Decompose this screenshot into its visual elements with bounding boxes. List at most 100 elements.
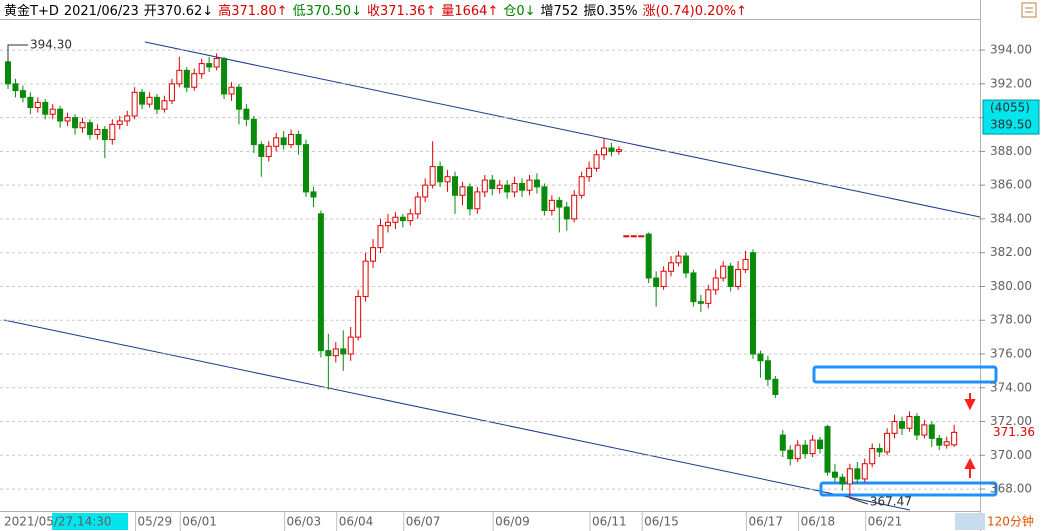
candle-body [228,86,235,95]
candle-body [139,91,146,105]
header-item: 黄金T+D [4,3,59,19]
cursor-price: 389.50 [990,118,1032,132]
candle-body [817,439,824,450]
candle-body [49,108,56,115]
candle-body [943,441,950,446]
candle-body [5,61,11,85]
candle-body [12,83,19,92]
candle-body [168,83,175,102]
candle-body [213,58,220,68]
x-tick-label: 06/15 [644,515,679,529]
candle-body [772,378,779,396]
header-item: 振0.35% [583,4,637,19]
candle-body [511,182,518,193]
candle-body [750,252,756,355]
x-tick-label: 06/04 [339,515,374,529]
x-tick-label: 06/11 [592,515,627,529]
candle-body [735,269,742,287]
candle-body [660,270,667,287]
candle-body [280,137,287,146]
candle-body [630,235,637,238]
candle-body [727,265,734,287]
candle-body [466,186,473,210]
candle-body [399,216,406,222]
candle-body [429,166,436,186]
candle-body [742,258,749,271]
candle-body [936,437,943,446]
candle-body [19,90,26,98]
candles [5,45,958,499]
y-tick-label: 388.00 [990,144,1032,158]
y-tick-label: 380.00 [990,279,1032,293]
candle-body [675,255,682,264]
candle-body [377,225,384,249]
candle-body [839,476,846,485]
header-item: 高371.80↑ [218,3,287,19]
annotation-leader [7,44,28,64]
candle-body [519,182,526,191]
candle-body [198,63,205,75]
settings-icon[interactable] [1021,2,1037,18]
candle-body [794,444,801,460]
candle-body [101,128,108,141]
candle-body [608,147,615,152]
candle-body [578,176,585,196]
header-item: 2021/06/23 [64,4,139,19]
candle-body [638,235,645,238]
candle-body [72,117,79,129]
candle-body [668,262,675,272]
annotation: 367.47 [870,495,912,509]
candle-body [206,63,213,68]
candle-body [303,144,309,193]
candle-body [526,179,533,191]
candle-body [86,122,93,135]
candle-body [906,415,913,429]
cursor-date: 2021/05/27,14:30 [4,515,112,529]
candle-body [295,133,302,146]
candle-body [250,118,257,146]
arrow-up [964,457,976,478]
candle-body [921,424,928,436]
candle-body [191,73,198,88]
candle-body [720,265,727,279]
candle-body [154,96,160,110]
candle-body [690,272,697,303]
candle-body [221,58,228,95]
x-tick-label: 06/17 [748,515,783,529]
candle-body [474,191,481,210]
candle-body [384,221,391,227]
header-item: 增752 [541,4,579,19]
candle-body [340,348,347,355]
candle-body [891,421,898,434]
highlight-box [812,365,998,384]
y-tick-label: 374.00 [990,380,1032,394]
header-item: 仓0↓ [503,4,535,19]
y-tick-label: 376.00 [990,346,1032,360]
candle-body [928,424,935,439]
candle-body [712,277,719,291]
y-tick-label: 392.00 [990,76,1032,90]
candle-body [541,186,548,211]
y-tick-label: 370.00 [990,448,1032,462]
candle-body [556,199,563,208]
period-bg [955,513,985,530]
period: 120分钟 [987,514,1034,529]
candle-body [802,444,809,455]
candle-body [310,191,317,198]
header-item: 量1664↑ [441,4,498,19]
candle-body [489,179,496,190]
overlay: 394.30 367.47 (4055) 389.50 371.36 [7,38,1040,509]
candle-body [452,176,458,196]
candle-body [273,137,280,147]
candle-body [355,296,362,338]
candle-body [533,179,540,188]
candle-body [27,96,34,108]
candle-body [846,468,853,485]
candle-body [124,115,131,122]
candle-body [705,289,712,304]
x-tick-label: 05/29 [138,515,173,529]
candle-body [57,108,64,122]
candle-body [161,100,168,110]
candle-body [496,184,503,190]
